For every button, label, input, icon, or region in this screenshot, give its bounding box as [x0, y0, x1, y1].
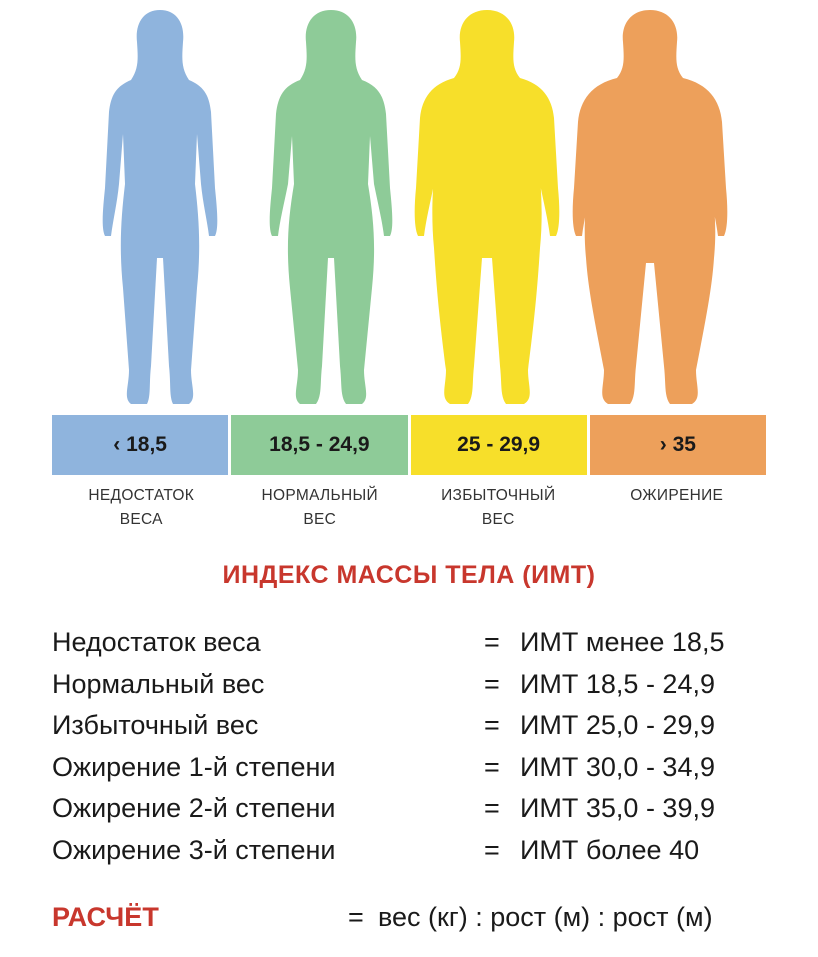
- label-normal: НОРМАЛЬНЫЙ ВЕС: [231, 484, 410, 532]
- row-value: ИМТ 25,0 - 29,9: [520, 710, 715, 741]
- label-obese: ОЖИРЕНИЕ: [588, 484, 767, 532]
- formula-value: вес (кг) : рост (м) : рост (м): [378, 901, 713, 932]
- row-value: ИМТ менее 18,5: [520, 627, 725, 658]
- label-normal-line2: ВЕС: [303, 511, 337, 528]
- row-equals: =: [484, 710, 500, 741]
- label-underweight-line2: ВЕСА: [119, 511, 163, 528]
- row-equals: =: [484, 751, 500, 782]
- figure-2-shape: [414, 10, 560, 404]
- row-equals: =: [484, 793, 500, 824]
- row-equals: =: [484, 834, 500, 865]
- row-equals: =: [484, 668, 500, 699]
- formula-row: РАСЧЁТ = вес (кг) : рост (м) : рост (м): [52, 894, 772, 940]
- label-overweight: ИЗБЫТОЧНЫЙ ВЕС: [409, 484, 588, 532]
- scale-segment-normal: 18,5 - 24,9: [231, 415, 408, 475]
- label-obese-line1: ОЖИРЕНИЕ: [630, 487, 724, 504]
- table-row: Ожирение 3-й степени = ИМТ более 40: [52, 830, 772, 872]
- formula-label: РАСЧЁТ: [52, 901, 159, 932]
- silhouette-overweight: [414, 10, 560, 404]
- figure-3-shape: [572, 10, 728, 404]
- label-overweight-line2: ВЕС: [481, 511, 515, 528]
- row-category: Недостаток веса: [52, 627, 261, 658]
- silhouette-underweight: [102, 10, 218, 404]
- table-row: Недостаток веса = ИМТ менее 18,5: [52, 622, 772, 664]
- table-row: Нормальный вес = ИМТ 18,5 - 24,9: [52, 664, 772, 706]
- table-row: Ожирение 2-й степени = ИМТ 35,0 - 39,9: [52, 788, 772, 830]
- scale-segment-overweight: 25 - 29,9: [410, 415, 587, 475]
- scale-segment-obese: › 35: [589, 415, 766, 475]
- row-category: Ожирение 2-й степени: [52, 793, 336, 824]
- silhouette-normal: [269, 10, 393, 404]
- bmi-scale-bar: ‹ 18,5 18,5 - 24,9 25 - 29,9 › 35: [52, 415, 766, 475]
- table-row: Избыточный вес = ИМТ 25,0 - 29,9: [52, 705, 772, 747]
- row-category: Нормальный вес: [52, 668, 265, 699]
- figure-0-shape: [102, 10, 218, 404]
- row-equals: =: [484, 627, 500, 658]
- row-value: ИМТ 30,0 - 34,9: [520, 751, 715, 782]
- label-underweight-line1: НЕДОСТАТОК: [88, 487, 195, 504]
- row-category: Ожирение 1-й степени: [52, 751, 336, 782]
- figures-row: [0, 0, 818, 415]
- silhouette-obese: [572, 10, 728, 404]
- formula-equals: =: [348, 901, 364, 932]
- label-underweight: НЕДОСТАТОК ВЕСА: [52, 484, 231, 532]
- label-normal-line1: НОРМАЛЬНЫЙ: [261, 487, 378, 504]
- row-value: ИМТ более 40: [520, 834, 700, 865]
- bmi-table: Недостаток веса = ИМТ менее 18,5 Нормаль…: [52, 622, 772, 871]
- table-row: Ожирение 1-й степени = ИМТ 30,0 - 34,9: [52, 747, 772, 789]
- category-labels: НЕДОСТАТОК ВЕСА НОРМАЛЬНЫЙ ВЕС ИЗБЫТОЧНЫ…: [52, 484, 766, 532]
- label-overweight-line1: ИЗБЫТОЧНЫЙ: [441, 487, 556, 504]
- row-value: ИМТ 35,0 - 39,9: [520, 793, 715, 824]
- scale-segment-underweight: ‹ 18,5: [52, 415, 229, 475]
- row-category: Избыточный вес: [52, 710, 259, 741]
- row-value: ИМТ 18,5 - 24,9: [520, 668, 715, 699]
- figure-1-shape: [269, 10, 393, 404]
- row-category: Ожирение 3-й степени: [52, 834, 336, 865]
- page-title: ИНДЕКС МАССЫ ТЕЛА (ИМТ): [222, 561, 596, 589]
